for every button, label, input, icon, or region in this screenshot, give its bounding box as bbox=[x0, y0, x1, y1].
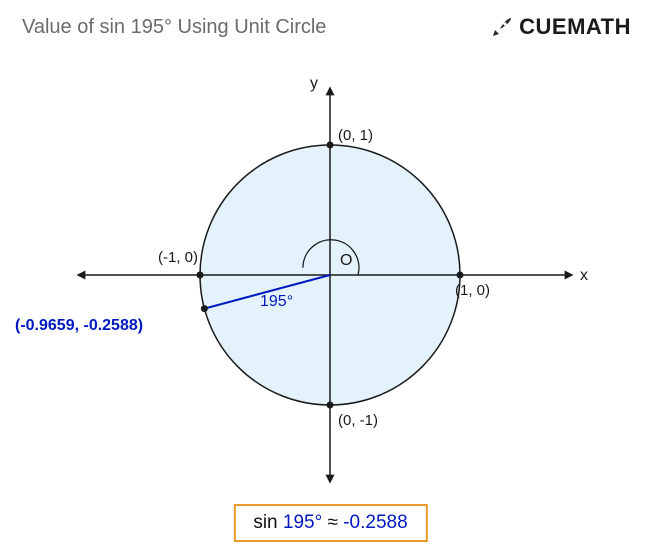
title-bar: Value of sin 195° Using Unit Circle CUEM… bbox=[0, 0, 661, 40]
result-prefix: sin bbox=[253, 512, 283, 533]
result-box: sin 195° ≈ -0.2588 bbox=[233, 504, 427, 542]
result-value: -0.2588 bbox=[343, 512, 407, 533]
y-axis-label: y bbox=[310, 75, 318, 92]
point-right bbox=[457, 272, 464, 279]
point-right-label: (1, 0) bbox=[455, 282, 490, 299]
point-left-label: (-1, 0) bbox=[158, 249, 198, 266]
point-top-label: (0, 1) bbox=[338, 127, 373, 144]
terminal-coord-label: (-0.9659, -0.2588) bbox=[15, 317, 143, 334]
point-top bbox=[327, 142, 334, 149]
result-angle: 195° bbox=[283, 512, 322, 533]
origin-label: O bbox=[340, 252, 352, 269]
terminal-point bbox=[201, 305, 208, 312]
point-bottom-label: (0, -1) bbox=[338, 412, 378, 429]
unit-circle-diagram: x y O (0, 1) (0, -1) (-1, 0) (1, 0) 195°… bbox=[0, 60, 661, 490]
x-axis-label: x bbox=[580, 267, 588, 284]
point-left bbox=[197, 272, 204, 279]
logo: CUEMATH bbox=[491, 14, 631, 40]
point-bottom bbox=[327, 402, 334, 409]
result-approx: ≈ bbox=[322, 512, 343, 533]
logo-text: CUEMATH bbox=[519, 14, 631, 40]
angle-label: 195° bbox=[260, 293, 293, 310]
page-title: Value of sin 195° Using Unit Circle bbox=[22, 16, 326, 39]
rocket-icon bbox=[491, 16, 513, 38]
